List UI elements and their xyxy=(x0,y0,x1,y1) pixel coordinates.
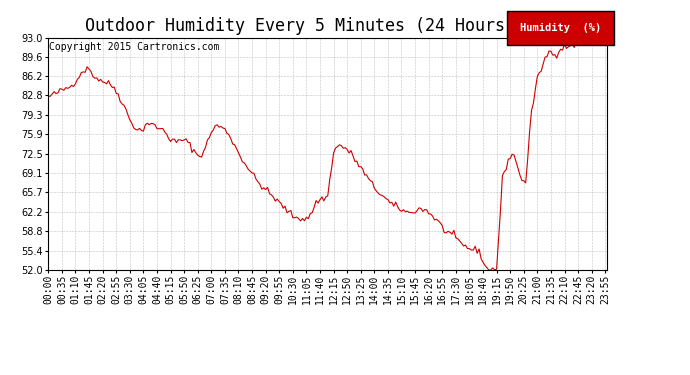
Text: Outdoor Humidity Every 5 Minutes (24 Hours) 20151027: Outdoor Humidity Every 5 Minutes (24 Hou… xyxy=(85,17,605,35)
Text: Copyright 2015 Cartronics.com: Copyright 2015 Cartronics.com xyxy=(50,42,220,52)
Text: Humidity  (%): Humidity (%) xyxy=(520,23,601,33)
